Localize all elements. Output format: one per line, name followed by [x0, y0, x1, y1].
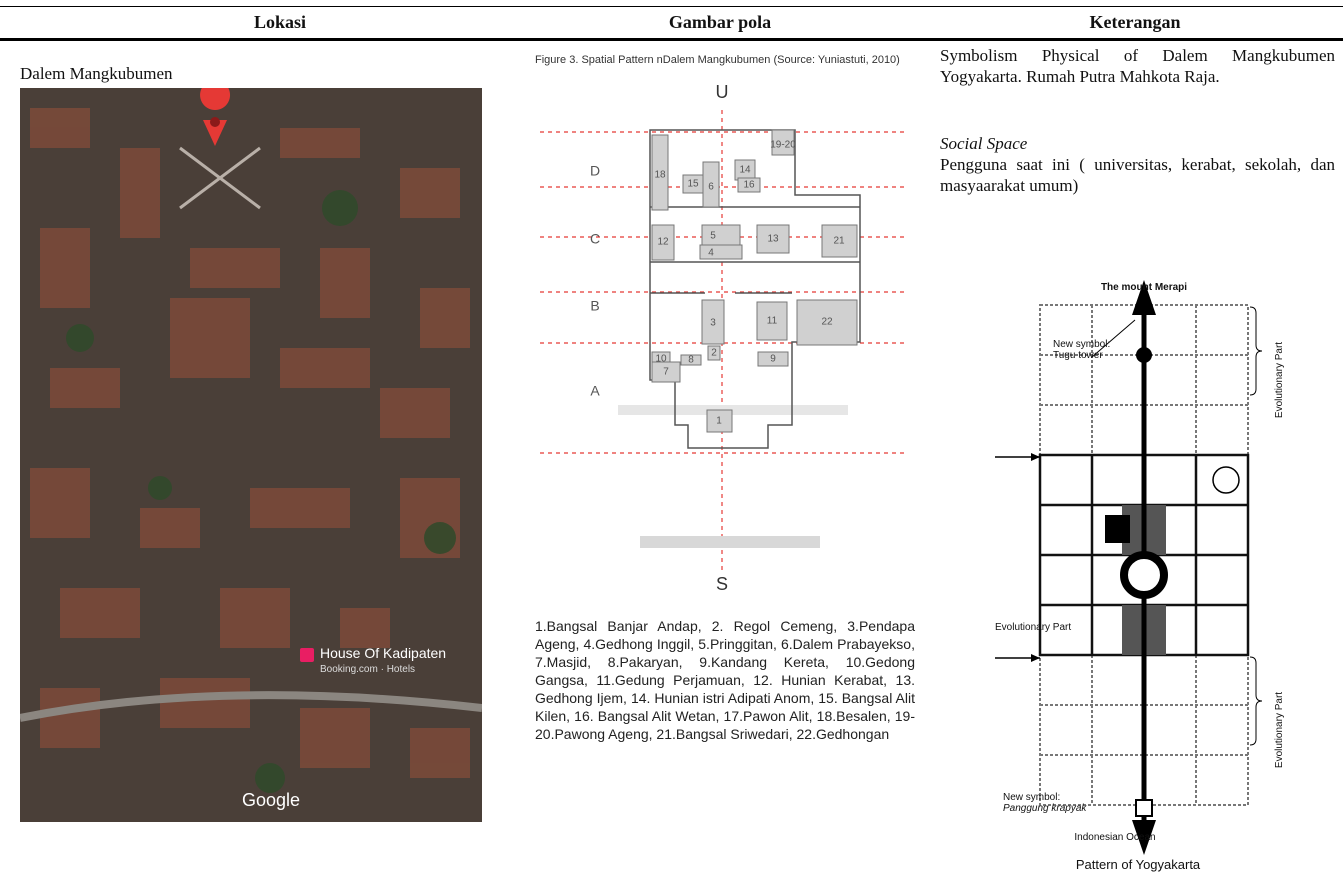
spatial-pattern: 19-20 18 15 6 14 16 12 5 4 13 21 3 11 22… — [540, 82, 908, 594]
room-label: 16 — [743, 180, 755, 191]
diagram-title: Pattern of Yogyakarta — [1076, 857, 1201, 872]
room-label: 11 — [767, 316, 778, 327]
room-label: 21 — [833, 236, 845, 247]
room-label: 15 — [687, 179, 699, 190]
room-label: 9 — [770, 354, 776, 365]
north-label: U — [716, 82, 729, 102]
diagram-label: Panggung krapyak — [1003, 803, 1087, 814]
zone-label: A — [590, 383, 600, 399]
location-name: Dalem Mangkubumen — [20, 64, 173, 83]
room-label: 18 — [654, 170, 666, 181]
rule-top — [0, 6, 1343, 7]
map-place-sublabel: Booking.com · Hotels — [320, 664, 415, 675]
room-label: 3 — [710, 318, 716, 329]
zone-label: C — [590, 231, 600, 247]
room-label: 14 — [739, 165, 751, 176]
figure-caption: Figure 3. Spatial Pattern nDalem Mangkub… — [535, 54, 900, 66]
header-cell: Gambar pola — [668, 12, 772, 32]
room-label: 22 — [821, 317, 833, 328]
room-label: 6 — [708, 182, 714, 193]
zone-label: B — [590, 298, 599, 314]
figure-legend: 1.Bangsal Banjar Andap, 2. Regol Cemeng,… — [535, 618, 915, 742]
room-label: 2 — [711, 348, 717, 359]
diagram-label: Indonesian Ocean — [1074, 832, 1155, 843]
diagram-label: Tugu tower — [1053, 350, 1103, 361]
room-label: 12 — [657, 237, 669, 248]
diagram-label: The mount Merapi — [1101, 282, 1187, 293]
room-label: 10 — [655, 354, 667, 365]
map-place-label: House Of Kadipaten — [320, 645, 446, 661]
room-label: 4 — [708, 248, 714, 259]
header-cell: Keterangan — [1089, 12, 1181, 32]
diagram-label: Evolutionary Part — [1274, 342, 1285, 418]
south-label: S — [716, 574, 728, 594]
room-label: 7 — [663, 367, 669, 378]
diagram-label: New symbol: — [1053, 339, 1110, 350]
diagram-label: Evolutionary Part — [1274, 692, 1285, 768]
room-label: 5 — [710, 231, 716, 242]
satellite-map: House Of Kadipaten Booking.com · Hotels … — [20, 88, 482, 822]
room-label: 8 — [688, 355, 694, 366]
header-cell: Lokasi — [253, 12, 307, 32]
description-subheading: Social Space — [940, 134, 1028, 153]
rule-header — [0, 38, 1343, 41]
room-label: 19-20 — [770, 140, 796, 151]
yogyakarta-diagram: The mount Merapi New symbol: Tugu tower … — [995, 280, 1285, 872]
description-text: Symbolism Physical of Dalem Mangkubumen … — [940, 46, 1335, 86]
diagram-label: Evolutionary Part — [995, 622, 1071, 633]
zone-label: D — [590, 163, 600, 179]
description-body: Pengguna saat ini ( universitas, kerabat… — [940, 155, 1335, 195]
map-attribution: Google — [242, 790, 300, 810]
diagram-label: New symbol: — [1003, 792, 1060, 803]
room-label: 1 — [716, 416, 722, 427]
room-label: 13 — [767, 234, 779, 245]
